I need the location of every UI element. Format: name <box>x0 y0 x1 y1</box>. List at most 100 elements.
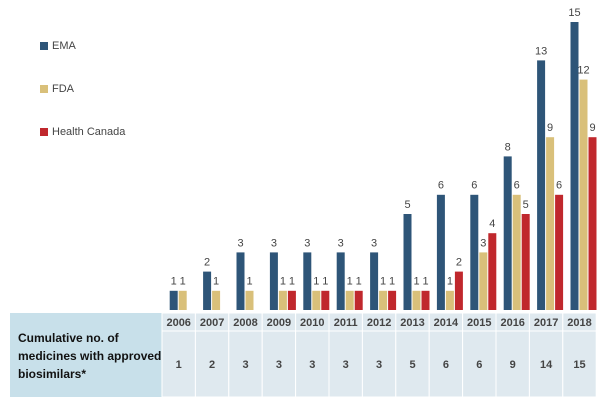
table-label-cell <box>10 313 162 397</box>
x-tick-label: 2018 <box>567 317 591 329</box>
data-label: 1 <box>447 276 453 288</box>
data-label: 12 <box>577 65 589 77</box>
table-value-cell <box>228 330 263 398</box>
bar <box>278 290 287 310</box>
data-label: 6 <box>438 180 444 192</box>
legend-label: Health Canada <box>52 126 126 138</box>
data-label: 6 <box>514 180 520 192</box>
bar <box>212 290 221 310</box>
data-label: 9 <box>547 122 553 134</box>
data-label: 1 <box>246 276 252 288</box>
x-tick-label: 2009 <box>267 317 291 329</box>
bar <box>287 290 296 310</box>
table-value: 3 <box>309 359 315 371</box>
table-value: 2 <box>209 359 215 371</box>
data-label: 1 <box>322 276 328 288</box>
data-label: 3 <box>271 237 277 249</box>
bar <box>245 290 254 310</box>
x-tick-label: 2010 <box>300 317 324 329</box>
data-label: 4 <box>489 218 495 230</box>
bar <box>403 214 412 310</box>
table-value-cell <box>361 330 397 398</box>
table-value-cell <box>328 330 363 398</box>
table-value: 3 <box>276 359 282 371</box>
table-value-cell <box>462 330 497 398</box>
data-label: 1 <box>413 276 419 288</box>
data-label: 1 <box>380 276 386 288</box>
bar <box>169 290 178 310</box>
bar <box>588 137 597 310</box>
table-value-cell <box>395 330 430 398</box>
bar <box>512 194 521 310</box>
data-label: 1 <box>422 276 428 288</box>
x-tick-label: 2016 <box>500 317 524 329</box>
data-label: 2 <box>456 257 462 269</box>
bar <box>412 290 421 310</box>
data-label: 9 <box>589 122 595 134</box>
data-label: 1 <box>389 276 395 288</box>
data-label: 6 <box>471 180 477 192</box>
bar <box>537 60 546 311</box>
table-value-cell <box>194 330 230 398</box>
data-label: 8 <box>505 141 511 153</box>
bar <box>178 290 187 310</box>
data-label: 1 <box>347 276 353 288</box>
legend-swatch <box>40 128 48 136</box>
data-label: 3 <box>371 237 377 249</box>
legend-label: EMA <box>52 40 77 52</box>
data-label: 3 <box>480 237 486 249</box>
bar <box>546 137 555 310</box>
x-tick-label: 2012 <box>367 317 391 329</box>
bar <box>579 79 588 310</box>
table-row-label: Cumulative no. of medicines with approve… <box>18 331 162 381</box>
bar <box>203 271 212 310</box>
data-label: 1 <box>356 276 362 288</box>
table-value: 6 <box>476 359 482 371</box>
bar <box>312 290 321 310</box>
data-label: 3 <box>338 237 344 249</box>
bar <box>470 194 479 310</box>
data-label: 1 <box>289 276 295 288</box>
data-label: 1 <box>171 276 177 288</box>
data-label: 3 <box>237 237 243 249</box>
bar <box>269 252 278 310</box>
x-tick-label: 2006 <box>166 317 190 329</box>
table-value-cell <box>562 330 597 398</box>
table-value: 3 <box>376 359 382 371</box>
bar <box>503 156 512 310</box>
legend-label: FDA <box>52 83 75 95</box>
bar <box>521 214 530 310</box>
data-label: 3 <box>304 237 310 249</box>
data-label: 1 <box>280 276 286 288</box>
data-label: 1 <box>213 276 219 288</box>
bar <box>379 290 388 310</box>
table-value: 3 <box>242 359 248 371</box>
bar <box>236 252 245 310</box>
legend-swatch <box>40 42 48 50</box>
x-tick-label: 2015 <box>467 317 491 329</box>
table-value: 1 <box>176 359 182 371</box>
bar <box>555 194 564 310</box>
table-value: 15 <box>573 359 585 371</box>
bar <box>454 271 463 310</box>
data-label: 1 <box>313 276 319 288</box>
data-label: 15 <box>568 7 580 19</box>
x-tick-label: 2011 <box>334 317 358 329</box>
bar <box>354 290 363 310</box>
data-label: 5 <box>523 199 529 211</box>
bar <box>421 290 430 310</box>
bar <box>570 22 579 310</box>
x-tick-label: 2014 <box>434 317 459 329</box>
legend-swatch <box>40 85 48 93</box>
table-value-cell <box>528 330 564 398</box>
data-label: 2 <box>204 257 210 269</box>
bar <box>445 290 454 310</box>
data-label: 6 <box>556 180 562 192</box>
data-label: 5 <box>404 199 410 211</box>
bar <box>436 194 445 310</box>
data-label: 13 <box>535 45 547 57</box>
bar <box>321 290 330 310</box>
table-value: 14 <box>540 359 553 371</box>
x-tick-label: 2008 <box>233 317 257 329</box>
table-value-cell <box>261 330 297 398</box>
